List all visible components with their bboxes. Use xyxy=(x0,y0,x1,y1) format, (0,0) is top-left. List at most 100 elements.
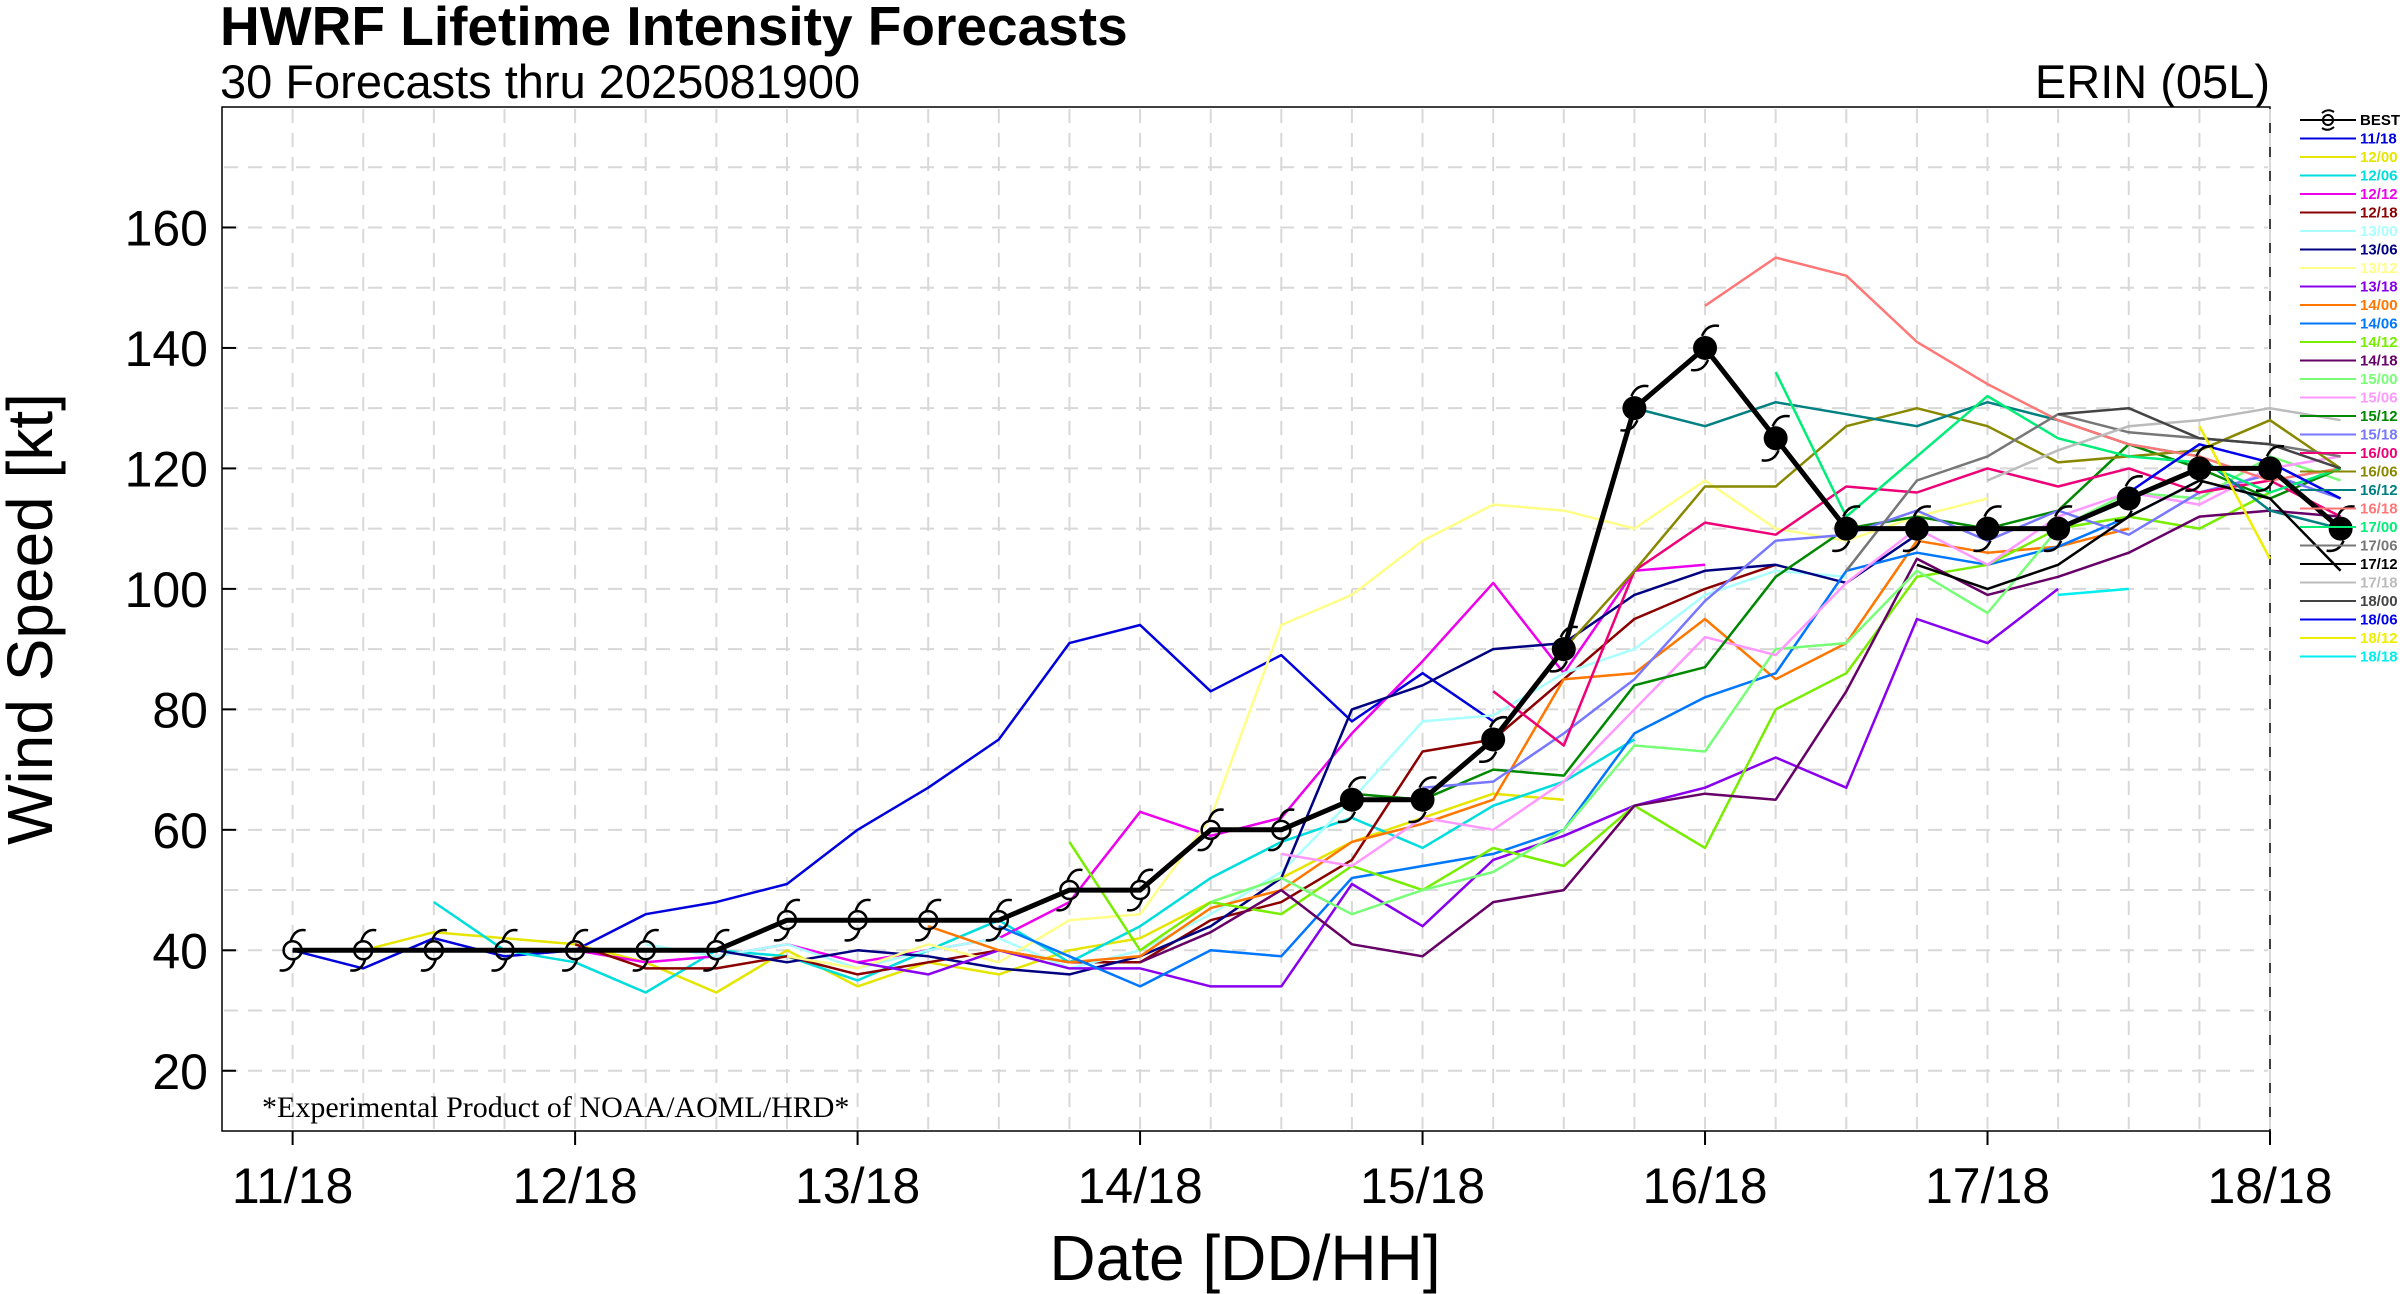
legend-entry: 16/18 xyxy=(2300,501,2398,518)
best-track-point xyxy=(914,898,942,942)
best-track-point xyxy=(844,898,871,942)
svg-text:14/00: 14/00 xyxy=(2360,297,2398,314)
best-track-point xyxy=(1478,715,1508,764)
forecast-line-13-18 xyxy=(857,587,2059,988)
legend-entry: 17/18 xyxy=(2300,575,2398,592)
best-track-point xyxy=(1408,776,1437,824)
legend-entry-best: BEST xyxy=(2300,109,2400,131)
legend-entry: 15/12 xyxy=(2300,408,2398,425)
forecast-line-15-18 xyxy=(1422,473,2342,789)
best-track xyxy=(279,324,2355,972)
forecast-line-13-06 xyxy=(716,533,1918,976)
legend-entry: 12/06 xyxy=(2300,168,2398,185)
best-track-point xyxy=(561,928,589,972)
svg-text:14/12: 14/12 xyxy=(2360,334,2398,351)
storm-label: ERIN (05L) xyxy=(2035,55,2270,108)
svg-text:13/12: 13/12 xyxy=(2360,260,2398,277)
best-track-point xyxy=(2326,505,2355,553)
svg-text:16/18: 16/18 xyxy=(2360,501,2398,518)
svg-text:13/00: 13/00 xyxy=(2360,223,2398,240)
y-tick-label: 80 xyxy=(152,682,208,738)
best-track-point xyxy=(2255,444,2285,492)
legend-entry: 14/00 xyxy=(2300,297,2398,314)
forecast-line-14-18 xyxy=(1139,509,2341,964)
best-track-point xyxy=(773,898,801,942)
svg-text:14/18: 14/18 xyxy=(2360,353,2398,370)
svg-text:13/18: 13/18 xyxy=(2360,279,2398,296)
forecast-line-15-00 xyxy=(1210,455,2342,916)
legend-entry: 15/06 xyxy=(2300,390,2398,407)
legend-entry: 12/00 xyxy=(2300,149,2398,166)
best-track-point xyxy=(420,928,448,972)
svg-text:17/06: 17/06 xyxy=(2360,538,2398,555)
x-tick-label: 12/18 xyxy=(513,1158,638,1214)
forecast-line-18-12 xyxy=(2198,425,2272,560)
forecast-line-11-18 xyxy=(292,623,1494,970)
best-track-point xyxy=(1337,776,1367,824)
forecast-line-14-00 xyxy=(927,527,2130,964)
best-track-point xyxy=(491,928,518,972)
legend-entry: 15/00 xyxy=(2300,371,2398,388)
y-axis-ticks: 20 40 60 80 100 120 140 160 xyxy=(125,200,236,1100)
x-tick-label: 13/18 xyxy=(795,1158,920,1214)
svg-text:16/06: 16/06 xyxy=(2360,464,2398,481)
svg-text:11/18: 11/18 xyxy=(2360,131,2397,148)
best-track-point xyxy=(1549,625,1578,673)
best-track-point xyxy=(1268,808,1295,852)
plot-frame xyxy=(221,106,2271,1132)
best-track-point xyxy=(2043,505,2073,553)
legend-entry: 13/18 xyxy=(2300,279,2398,296)
x-tick-label: 17/18 xyxy=(1925,1158,2050,1214)
legend-entry: 18/12 xyxy=(2300,630,2398,647)
svg-text:14/06: 14/06 xyxy=(2360,316,2398,333)
svg-text:15/12: 15/12 xyxy=(2360,408,2398,425)
best-track-point xyxy=(1761,414,1790,462)
svg-text:12/00: 12/00 xyxy=(2360,149,2398,166)
svg-text:13/06: 13/06 xyxy=(2360,242,2398,259)
svg-text:18/12: 18/12 xyxy=(2360,630,2398,647)
legend-entry: 18/00 xyxy=(2300,593,2398,610)
forecast-line-12-12 xyxy=(504,563,1706,964)
legend-entry: 17/00 xyxy=(2300,519,2398,536)
legend-entry: 16/12 xyxy=(2300,482,2398,499)
best-track-point xyxy=(1832,505,1861,553)
forecast-line-18-00 xyxy=(2057,406,2342,470)
svg-text:BEST: BEST xyxy=(2360,112,2400,129)
legend-entry: 12/18 xyxy=(2300,205,2398,222)
best-track-point xyxy=(2185,444,2214,492)
chart-subtitle: 30 Forecasts thru 2025081900 xyxy=(220,55,860,108)
forecast-line-13-00 xyxy=(645,569,1847,970)
best-track-point xyxy=(2114,474,2143,523)
legend-entry: 14/18 xyxy=(2300,353,2398,370)
y-tick-label: 20 xyxy=(152,1044,208,1100)
svg-text:12/18: 12/18 xyxy=(2360,205,2398,222)
y-tick-label: 100 xyxy=(125,562,208,618)
x-tick-label: 18/18 xyxy=(2207,1158,2332,1214)
best-track-point xyxy=(1126,868,1154,912)
svg-text:18/00: 18/00 xyxy=(2360,593,2398,610)
x-tick-label: 11/18 xyxy=(232,1158,353,1214)
legend-entry: 13/00 xyxy=(2300,223,2398,240)
legend-entry: 16/06 xyxy=(2300,464,2398,481)
best-track-point xyxy=(350,928,377,972)
forecast-line-17-00 xyxy=(1774,371,2342,518)
svg-text:16/00: 16/00 xyxy=(2360,445,2398,462)
legend-entry: 15/18 xyxy=(2300,427,2398,444)
svg-text:18/06: 18/06 xyxy=(2360,612,2398,629)
best-track-point xyxy=(985,898,1013,942)
legend-entry: 16/00 xyxy=(2300,445,2398,462)
y-axis-label: Wind Speed [kt] xyxy=(0,393,66,845)
best-track-point xyxy=(279,928,306,972)
forecast-line-14-06 xyxy=(998,479,2200,988)
x-tick-label: 15/18 xyxy=(1360,1158,1485,1214)
svg-text:18/18: 18/18 xyxy=(2360,649,2398,666)
legend-entry: 13/12 xyxy=(2300,260,2398,277)
y-tick-label: 160 xyxy=(125,200,208,256)
svg-text:17/18: 17/18 xyxy=(2360,575,2398,592)
legend-entry: 12/12 xyxy=(2300,186,2398,203)
legend-entry: 13/06 xyxy=(2300,242,2398,259)
legend-entry: 17/12 xyxy=(2300,556,2398,573)
x-tick-label: 16/18 xyxy=(1642,1158,1767,1214)
legend: BEST11/1812/0012/0612/1212/1813/0013/061… xyxy=(2300,109,2400,666)
